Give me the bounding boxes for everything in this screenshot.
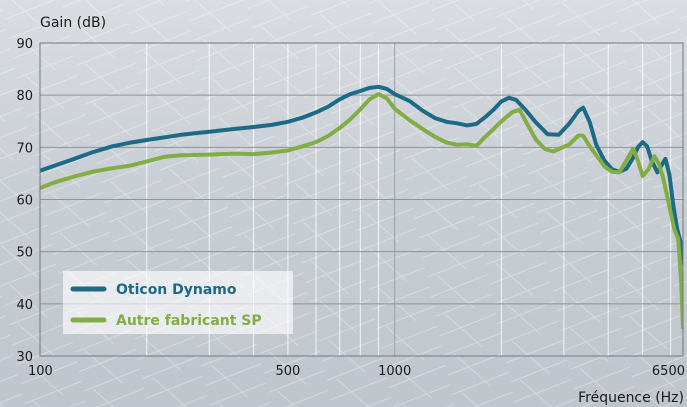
legend-label-autre-fabricant-sp: Autre fabricant SP	[116, 313, 262, 329]
x-tick-label: 100	[28, 364, 53, 379]
legend-label-oticon-dynamo: Oticon Dynamo	[116, 282, 237, 298]
y-tick-label: 90	[16, 37, 33, 52]
y-tick-label: 30	[16, 350, 33, 365]
x-tick-labels: 100 500 1000 6500	[28, 364, 685, 379]
y-tick-labels: 30 40 50 60 70 80 90	[16, 37, 33, 365]
x-axis-title: Fréquence (Hz)	[578, 390, 684, 406]
plot-frame	[39, 42, 684, 357]
x-tick-label: 500	[275, 364, 300, 379]
y-tick-label: 80	[16, 89, 33, 104]
y-tick-label: 50	[16, 246, 33, 261]
legend-box	[63, 271, 293, 334]
series-layer	[40, 84, 683, 330]
legend: Oticon Dynamo Autre fabricant SP	[63, 271, 293, 334]
y-tick-label: 70	[16, 141, 33, 156]
x-tick-label: 1000	[378, 364, 411, 379]
y-tick-label: 60	[16, 194, 33, 209]
series-line-oticon-dynamo	[40, 84, 683, 266]
x-tick-label: 6500	[652, 364, 685, 379]
y-tick-label: 40	[16, 298, 33, 313]
y-axis-title: Gain (dB)	[40, 15, 106, 31]
series-line-autre-fabricant-sp	[40, 92, 683, 330]
